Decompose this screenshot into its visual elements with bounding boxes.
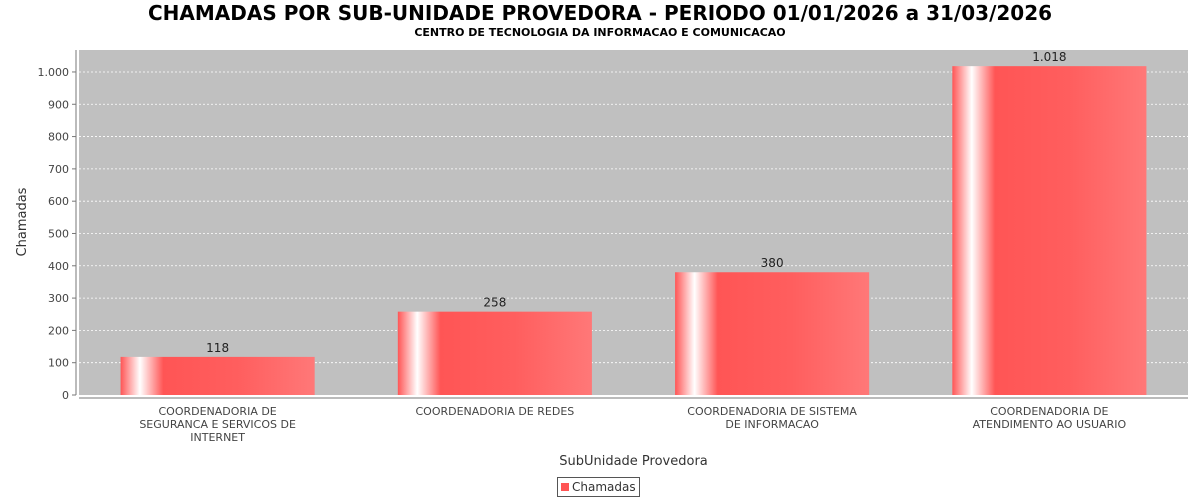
y-tick-label: 600 <box>48 195 69 208</box>
data-label: 118 <box>206 341 229 355</box>
bar <box>120 356 315 395</box>
data-label: 258 <box>483 296 506 310</box>
y-tick-label: 400 <box>48 260 69 273</box>
y-tick-label: 700 <box>48 163 69 176</box>
axes <box>72 50 1188 399</box>
data-label: 380 <box>761 256 784 270</box>
x-tick-label: ATENDIMENTO AO USUARIO <box>973 418 1127 431</box>
data-label: 1.018 <box>1032 50 1066 64</box>
y-axis-title: Chamadas <box>15 187 30 256</box>
y-tick-label: 1.000 <box>38 66 70 79</box>
x-axis-title: SubUnidade Provedora <box>559 454 708 469</box>
y-tick-label: 500 <box>48 227 69 240</box>
y-tick-label: 800 <box>48 131 69 144</box>
legend: Chamadas <box>557 477 640 497</box>
x-tick-label: COORDENADORIA DE REDES <box>415 405 574 418</box>
legend-label: Chamadas <box>572 480 636 494</box>
x-tick-label: COORDENADORIA DE <box>158 405 276 418</box>
x-tick-label: DE INFORMACAO <box>725 418 819 431</box>
labels: 0 100 200 300 400 500 600 700 800 900 1.000 118 COOR… <box>38 50 1127 444</box>
y-tick-label: 300 <box>48 292 69 305</box>
bar <box>675 272 870 395</box>
bars <box>120 66 1147 396</box>
y-tick-label: 900 <box>48 98 69 111</box>
y-tick-label: 200 <box>48 324 69 337</box>
bar <box>397 311 592 395</box>
x-tick-label: INTERNET <box>190 431 245 444</box>
x-tick-label: COORDENADORIA DE <box>990 405 1108 418</box>
x-tick-label: COORDENADORIA DE SISTEMA <box>687 405 857 418</box>
bar <box>952 66 1147 396</box>
chart-subtitle: CENTRO DE TECNOLOGIA DA INFORMACAO E COM… <box>414 26 786 39</box>
x-tick-label: SEGURANCA E SERVICOS DE <box>139 418 296 431</box>
legend-swatch <box>561 483 569 491</box>
y-tick-label: 100 <box>48 357 69 370</box>
y-tick-label: 0 <box>62 389 69 402</box>
chart-title: CHAMADAS POR SUB-UNIDADE PROVEDORA - PER… <box>147 1 1053 25</box>
